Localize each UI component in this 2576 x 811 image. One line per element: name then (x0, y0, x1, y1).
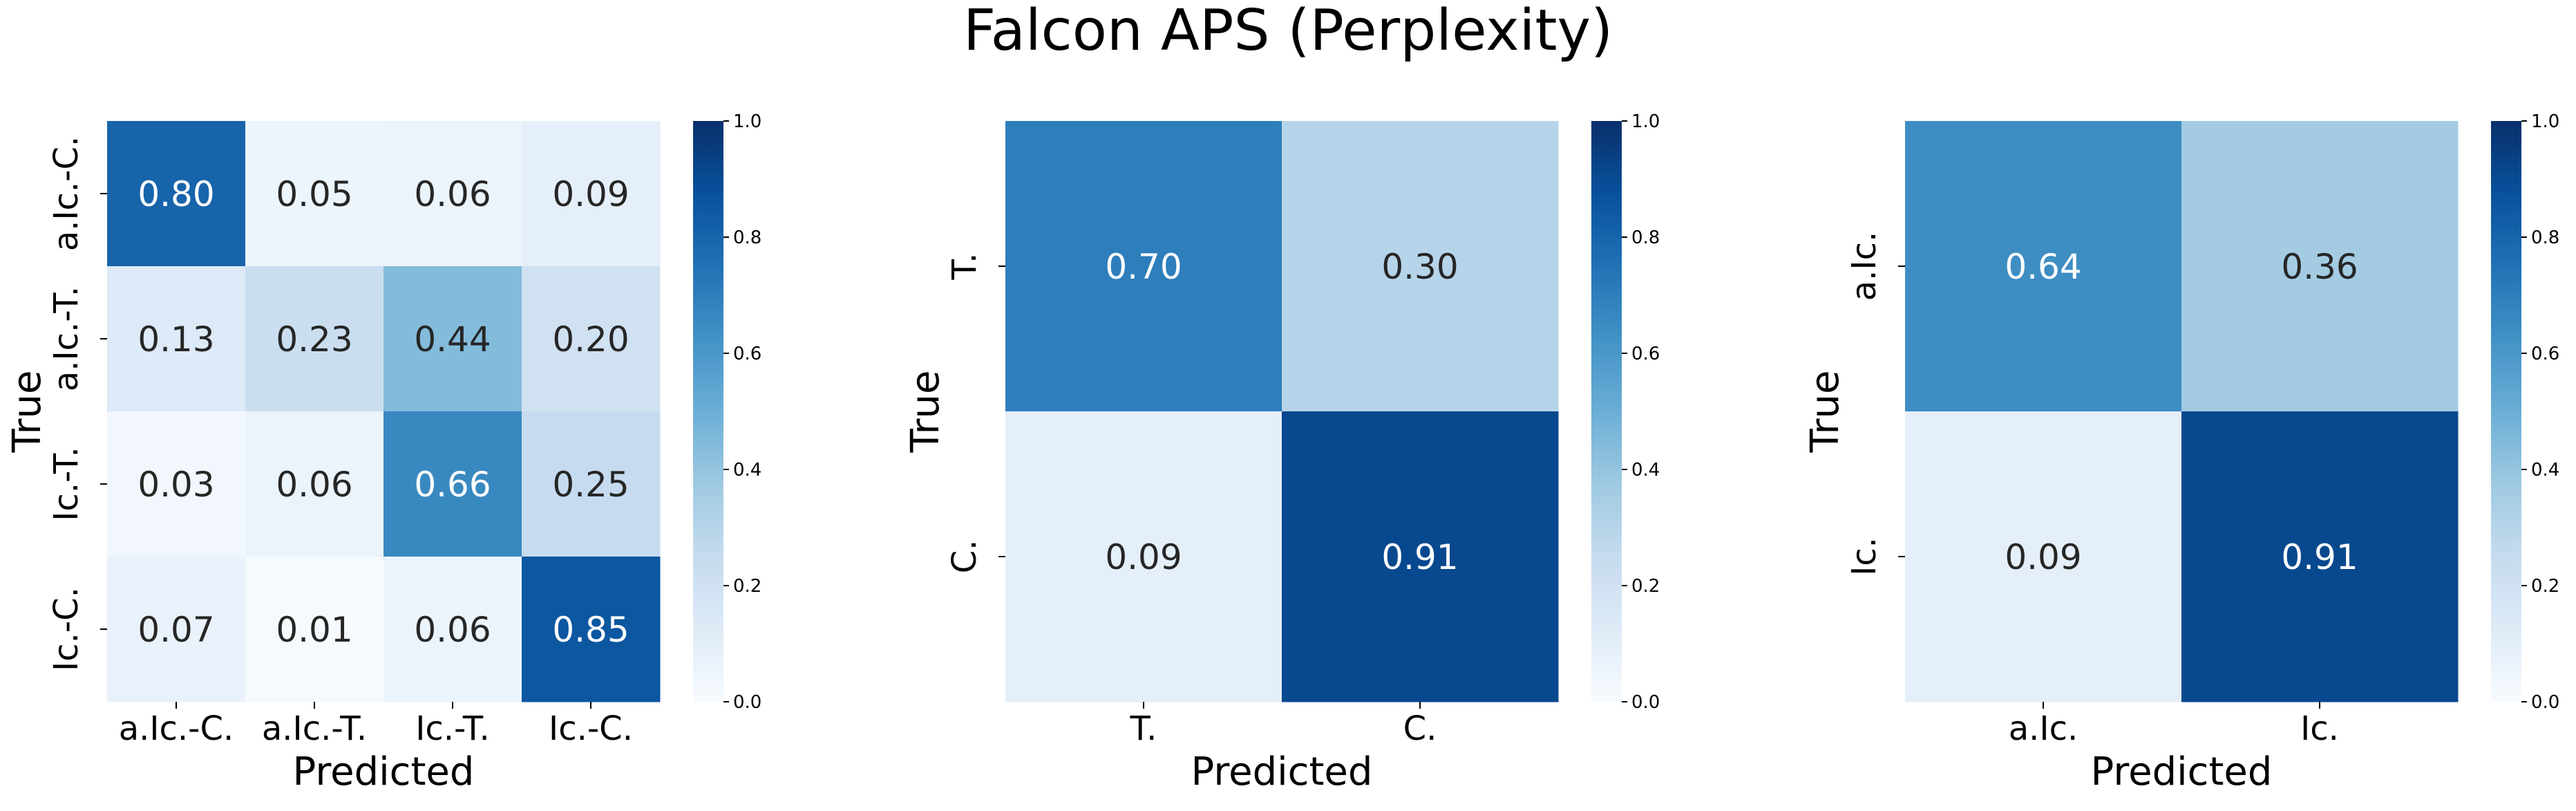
heatmap-panel-1: 0.80 0.05 0.06 0.09 0.13 0.23 0.44 0.20 0.03 0.06… (5, 111, 761, 794)
cell-value-label: 0.70 (1105, 247, 1182, 287)
cell-value-label: 0.30 (1381, 247, 1458, 287)
heatmap-cell (383, 557, 522, 702)
cell-value-label: 0.20 (552, 319, 629, 360)
heatmap-cell (1005, 411, 1282, 702)
colorbar-tick-label: 0.2 (733, 576, 761, 597)
y-tick-label: a.Ic. (1845, 232, 1884, 301)
heatmap-cell (1905, 411, 2182, 702)
heatmap-cell (107, 411, 246, 557)
cell-value-label: 0.80 (138, 174, 214, 214)
cell-value-label: 0.03 (138, 465, 214, 505)
y-axis-label: True (903, 371, 948, 454)
heatmap-cell (1905, 121, 2182, 412)
heatmap-cell (1282, 121, 1559, 412)
x-tick-label: a.Ic.-C. (119, 709, 234, 748)
cell-value-label: 0.09 (1105, 537, 1182, 577)
y-axis-label: True (1803, 371, 1848, 454)
heatmap-cell (107, 266, 246, 412)
colorbar-tick-label: 0.2 (1631, 576, 1660, 597)
heatmap-panel-3: 0.64 0.36 0.09 0.91 a.Ic. Ic. a.Ic. Ic. Predicte… (1803, 111, 2559, 794)
cell-value-label: 0.13 (138, 319, 214, 360)
colorbar-tick-label: 0.4 (2531, 460, 2559, 481)
heatmap-cell (2181, 121, 2459, 412)
cell-value-label: 0.85 (552, 610, 629, 650)
heatmap-panel-2: 0.70 0.30 0.09 0.91 T. C. T. C. Predicted True 0.0… (903, 111, 1660, 794)
colorbar-tick-label: 0.0 (2531, 692, 2559, 713)
heatmap-cell (383, 411, 522, 557)
colorbar-tick-label: 0.8 (2531, 227, 2559, 248)
x-tick-label: Ic.-T. (415, 709, 490, 748)
cell-value-label: 0.91 (2281, 537, 2358, 577)
heatmap-cell (383, 266, 522, 412)
heatmap-cell (522, 121, 661, 267)
x-tick-label: Ic.-C. (549, 709, 633, 748)
y-tick-label: Ic.-T. (47, 447, 86, 521)
cell-value-label: 0.06 (414, 174, 491, 214)
heatmap-cell (1282, 411, 1559, 702)
heatmap-cell (245, 266, 384, 412)
cell-value-label: 0.01 (276, 610, 352, 650)
cell-value-label: 0.44 (414, 319, 491, 360)
heatmap-panels: 0.80 0.05 0.06 0.09 0.13 0.23 0.44 0.20 0.03 0.06… (5, 111, 2559, 794)
colorbar (1591, 121, 1622, 702)
y-tick-label: Ic. (1845, 537, 1884, 576)
cell-value-label: 0.09 (552, 174, 629, 214)
colorbar-tick-label: 0.8 (733, 227, 761, 248)
x-tick-label: T. (1130, 709, 1157, 748)
colorbar-tick-label: 0.0 (733, 692, 761, 713)
colorbar-tick-label: 1.0 (2531, 111, 2559, 132)
y-tick-label: T. (945, 253, 984, 281)
figure-title: Falcon APS (Perplexity) (963, 0, 1613, 64)
colorbar-tick-label: 0.6 (2531, 344, 2559, 364)
colorbar (2491, 121, 2521, 702)
y-axis-label: True (5, 371, 50, 454)
x-axis-label: Predicted (2091, 749, 2273, 794)
colorbar-tick-label: 1.0 (733, 111, 761, 132)
x-tick-label: a.Ic. (2009, 709, 2078, 748)
heatmap-cell (522, 411, 661, 557)
x-axis-label: Predicted (293, 749, 475, 794)
heatmap-cell (2181, 411, 2459, 702)
x-tick-label: C. (1403, 709, 1437, 748)
x-tick-label: Ic. (2300, 709, 2339, 748)
colorbar-tick-label: 0.4 (1631, 460, 1660, 481)
cell-value-label: 0.36 (2281, 247, 2358, 287)
colorbar-tick-label: 0.0 (1631, 692, 1660, 713)
x-axis-label: Predicted (1191, 749, 1373, 794)
y-tick-label: a.Ic.-T. (47, 286, 86, 391)
heatmap-cell (1005, 121, 1282, 412)
cell-value-label: 0.64 (2005, 247, 2081, 287)
colorbar (693, 121, 723, 702)
cell-value-label: 0.25 (552, 465, 629, 505)
cell-value-label: 0.06 (414, 610, 491, 650)
y-tick-label: Ic.-C. (47, 587, 86, 671)
y-tick-label: a.Ic.-C. (47, 136, 86, 252)
heatmap-cell (245, 557, 384, 702)
cell-value-label: 0.66 (414, 465, 491, 505)
heatmap-cell (245, 411, 384, 557)
heatmap-cell (107, 557, 246, 702)
heatmap-cell (383, 121, 522, 267)
y-tick-label: C. (945, 540, 984, 574)
colorbar-tick-label: 0.8 (1631, 227, 1660, 248)
heatmap-cell (522, 266, 661, 412)
cell-value-label: 0.23 (276, 319, 352, 360)
cell-value-label: 0.91 (1381, 537, 1458, 577)
colorbar-tick-label: 0.6 (1631, 344, 1660, 364)
colorbar-tick-label: 0.2 (2531, 576, 2559, 597)
heatmap-cell (107, 121, 246, 267)
colorbar-tick-label: 1.0 (1631, 111, 1660, 132)
colorbar-tick-label: 0.6 (733, 344, 761, 364)
x-tick-label: a.Ic.-T. (262, 709, 367, 748)
cell-value-label: 0.05 (276, 174, 352, 214)
cell-value-label: 0.06 (276, 465, 352, 505)
cell-value-label: 0.09 (2005, 537, 2081, 577)
heatmap-cell (522, 557, 661, 702)
heatmap-cell (245, 121, 384, 267)
colorbar-tick-label: 0.4 (733, 460, 761, 481)
cell-value-label: 0.07 (138, 610, 214, 650)
